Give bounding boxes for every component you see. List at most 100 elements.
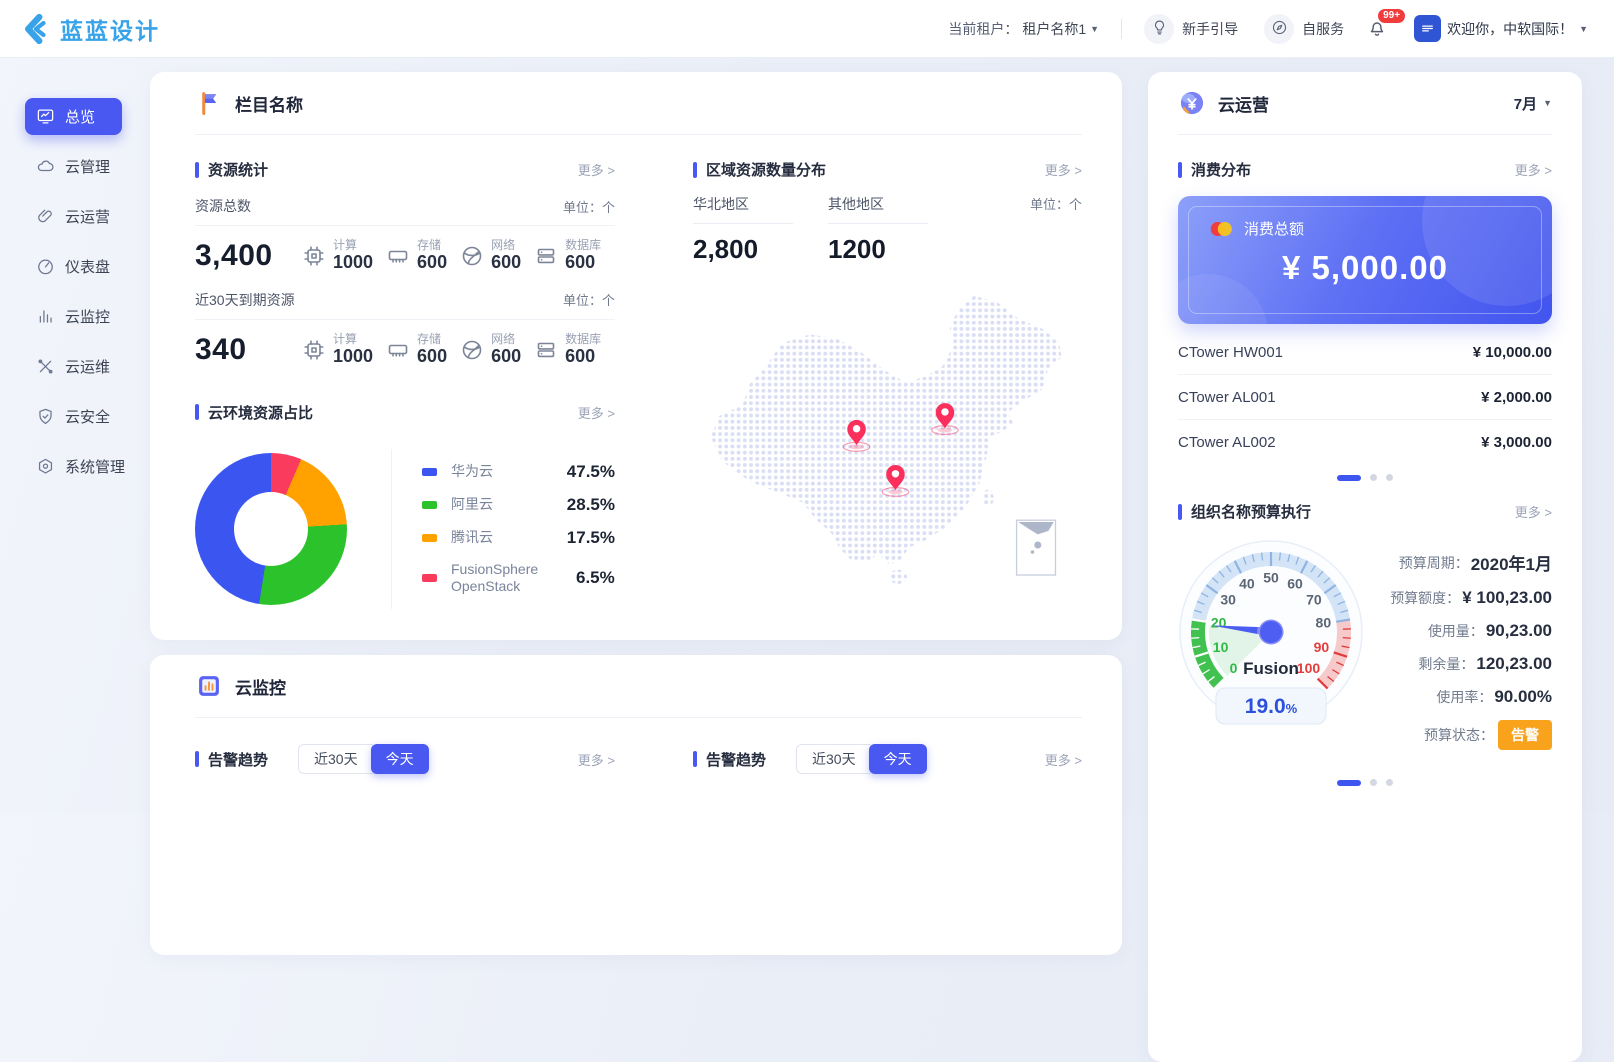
section-accent-bar — [195, 162, 199, 178]
pagination-dot[interactable] — [1386, 474, 1393, 481]
sidebar-item-label: 总览 — [65, 106, 95, 127]
mastercard-icon — [1208, 220, 1234, 238]
budget-stat-row: 使用量：90,23.00 — [1364, 621, 1552, 641]
consumer-pagination — [1178, 474, 1552, 481]
consume-total-label: 消费总额 — [1244, 218, 1304, 239]
consumer-row[interactable]: CTower AL002¥ 3,000.00 — [1178, 420, 1552, 464]
header-nav-guide[interactable]: 新手引导 — [1144, 14, 1238, 44]
welcome-text: 欢迎你，中软国际！ — [1447, 19, 1573, 39]
status-badge: 告警 — [1498, 720, 1552, 750]
divider — [195, 225, 615, 226]
chart-3d-icon — [195, 672, 223, 700]
dashboard-icon — [36, 257, 55, 276]
flag-3d-icon — [195, 89, 223, 117]
divider — [1178, 134, 1552, 135]
consumer-row[interactable]: CTower AL001¥ 2,000.00 — [1178, 375, 1552, 420]
consumer-row[interactable]: CTower HW001¥ 10,000.00 — [1178, 330, 1552, 375]
china-map-shape — [711, 296, 1062, 565]
sidebar-item-label: 云运营 — [65, 206, 110, 227]
sidebar-item-cloud-maint[interactable]: 云运维 — [25, 348, 136, 385]
notification-bell-button[interactable]: 99+ — [1366, 16, 1388, 41]
pagination-dot[interactable] — [1370, 474, 1377, 481]
resource-total: 340 — [195, 333, 289, 367]
sidebar-item-label: 云运维 — [65, 356, 110, 377]
top-header: 蓝蓝设计 当前租户： 租户名称1 ▼ 新手引导 自服务 99+ 欢迎你，中软国际！… — [0, 0, 1614, 57]
user-menu[interactable]: 欢迎你，中软国际！ ▼ — [1414, 15, 1588, 42]
alarm-trend-section: 告警趋势 近30天今天 更多 > — [195, 744, 615, 774]
section-accent-bar — [195, 751, 199, 767]
tab-近30天[interactable]: 近30天 — [298, 744, 373, 774]
divider — [693, 223, 793, 224]
header-nav-label: 新手引导 — [1182, 19, 1238, 39]
unit-label: 单位：个 — [563, 197, 615, 216]
more-link-alarm-trend[interactable]: 更多 > — [578, 750, 615, 769]
month-value: 7月 — [1514, 93, 1537, 114]
more-link-resource-stats[interactable]: 更多 > — [578, 160, 615, 179]
legend-marker — [422, 501, 437, 509]
tenant-selector[interactable]: 当前租户： 租户名称1 ▼ — [948, 19, 1099, 39]
tenant-label: 当前租户： — [948, 19, 1018, 39]
cpu-icon — [302, 244, 326, 268]
budget-stat-row: 剩余量：120,23.00 — [1364, 654, 1552, 674]
svg-text:60: 60 — [1287, 575, 1303, 591]
svg-text:100: 100 — [1297, 660, 1321, 676]
pagination-dot[interactable] — [1337, 475, 1361, 481]
logo-icon — [18, 12, 52, 46]
more-link-env-share[interactable]: 更多 > — [578, 403, 615, 422]
pagination-dot[interactable] — [1337, 780, 1361, 786]
divider — [828, 223, 928, 224]
hainan-island — [889, 570, 907, 584]
tab-今天[interactable]: 今天 — [371, 744, 429, 774]
sidebar-item-label: 仪表盘 — [65, 256, 110, 277]
month-selector[interactable]: 7月 ▼ — [1514, 93, 1552, 114]
resource-group-label: 资源总数 — [195, 196, 251, 216]
section-title-budget: 组织名称预算执行 — [1191, 501, 1311, 522]
budget-status-row: 预算状态：告警 — [1364, 720, 1552, 750]
sidebar-item-overview[interactable]: 总览 — [25, 98, 122, 135]
sidebar-item-cloud-mgmt[interactable]: 云管理 — [25, 148, 136, 185]
section-title-alarm-trend: 告警趋势 — [208, 749, 268, 770]
panel-title: 云运营 — [1218, 91, 1269, 116]
sidebar-item-system-mgmt[interactable]: 系统管理 — [25, 448, 136, 485]
app-logo[interactable]: 蓝蓝设计 — [18, 12, 160, 46]
svg-text:50: 50 — [1263, 570, 1279, 586]
unit-label: 单位：个 — [563, 290, 615, 309]
budget-stat-row: 预算额度：¥ 100,23.00 — [1364, 588, 1552, 608]
pagination-dot[interactable] — [1370, 779, 1377, 786]
pagination-dot[interactable] — [1386, 779, 1393, 786]
more-link-region-dist[interactable]: 更多 > — [1045, 160, 1082, 179]
divider — [195, 717, 1082, 718]
overview-icon — [36, 107, 55, 126]
more-link-budget[interactable]: 更多 > — [1515, 502, 1552, 521]
header-nav-self-service[interactable]: 自服务 — [1264, 14, 1344, 44]
sidebar-item-dashboard[interactable]: 仪表盘 — [25, 248, 136, 285]
sidebar-item-cloud-ops[interactable]: 云运营 — [25, 198, 136, 235]
more-link-alarm-trend[interactable]: 更多 > — [1045, 750, 1082, 769]
sidebar-item-cloud-monitor[interactable]: 云监控 — [25, 298, 136, 335]
tab-今天[interactable]: 今天 — [869, 744, 927, 774]
chevron-down-icon: ▼ — [1579, 24, 1588, 34]
compass-icon — [1271, 19, 1288, 39]
tools-icon — [36, 357, 55, 376]
tab-近30天[interactable]: 近30天 — [796, 744, 871, 774]
budget-stat-row: 使用率：90.00% — [1364, 687, 1552, 707]
legend-marker — [422, 534, 437, 542]
sidebar-item-cloud-security[interactable]: 云安全 — [25, 398, 136, 435]
svg-text:Fusion: Fusion — [1243, 659, 1299, 678]
china-dot-map — [693, 267, 1082, 609]
notification-badge: 99+ — [1376, 7, 1407, 25]
bars-icon — [36, 307, 55, 326]
tenant-value: 租户名称1 — [1022, 19, 1086, 39]
svg-text:40: 40 — [1239, 575, 1255, 591]
more-link-consume[interactable]: 更多 > — [1515, 160, 1552, 179]
budget-gauge-chart: 0102030405060708090100Fusion19.0% — [1178, 536, 1364, 763]
